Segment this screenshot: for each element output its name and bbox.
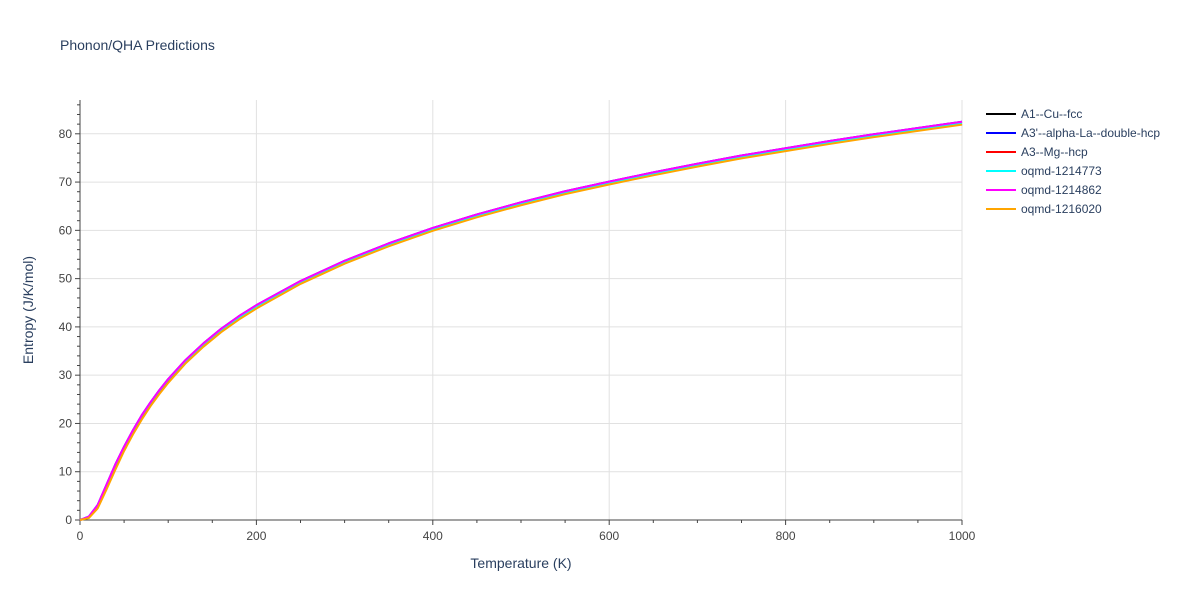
series-layer	[79, 120, 963, 521]
x-tick-label: 400	[423, 529, 443, 543]
legend-item[interactable]: A1--Cu--fcc	[986, 107, 1082, 121]
y-tick-label: 0	[65, 513, 72, 527]
legend-item[interactable]: oqmd-1214862	[986, 183, 1102, 197]
series-line-oqmd-1214862	[79, 120, 963, 521]
y-tick-label: 40	[59, 320, 73, 334]
legend-label: A3--Mg--hcp	[1021, 145, 1088, 159]
x-axis-label: Temperature (K)	[470, 555, 571, 571]
y-tick-label: 10	[59, 465, 73, 479]
y-tick-label: 20	[59, 416, 73, 430]
series-line-oqmd-1216020	[79, 123, 963, 521]
y-axis-label: Entropy (J/K/mol)	[20, 256, 36, 364]
x-tick-label: 1000	[949, 529, 976, 543]
legend-label: A1--Cu--fcc	[1021, 107, 1082, 121]
y-tick-label: 80	[59, 127, 73, 141]
legend-item[interactable]: oqmd-1216020	[986, 202, 1102, 216]
legend-label: oqmd-1214773	[1021, 164, 1102, 178]
x-tick-label: 0	[77, 529, 84, 543]
x-tick-label: 600	[599, 529, 619, 543]
legend-label: oqmd-1214862	[1021, 183, 1102, 197]
legend-label: A3'--alpha-La--double-hcp	[1021, 126, 1160, 140]
legend-item[interactable]: A3--Mg--hcp	[986, 145, 1088, 159]
y-tick-label: 50	[59, 272, 73, 286]
y-tick-label: 30	[59, 368, 73, 382]
legend-item[interactable]: A3'--alpha-La--double-hcp	[986, 126, 1160, 140]
y-tick-label: 70	[59, 175, 73, 189]
legend-item[interactable]: oqmd-1214773	[986, 164, 1102, 178]
y-tick-label: 60	[59, 223, 73, 237]
x-tick-label: 800	[776, 529, 796, 543]
axes: 0 200 400 600 800 1000 0 10 20 30 40 50 60 70 80	[59, 100, 976, 543]
x-tick-label: 200	[246, 529, 266, 543]
legend-label: oqmd-1216020	[1021, 202, 1102, 216]
legend[interactable]: A1--Cu--fcc A3'--alpha-La--double-hcp A3--…	[986, 107, 1160, 216]
chart-title: Phonon/QHA Predictions	[60, 37, 215, 53]
grid	[80, 100, 963, 520]
